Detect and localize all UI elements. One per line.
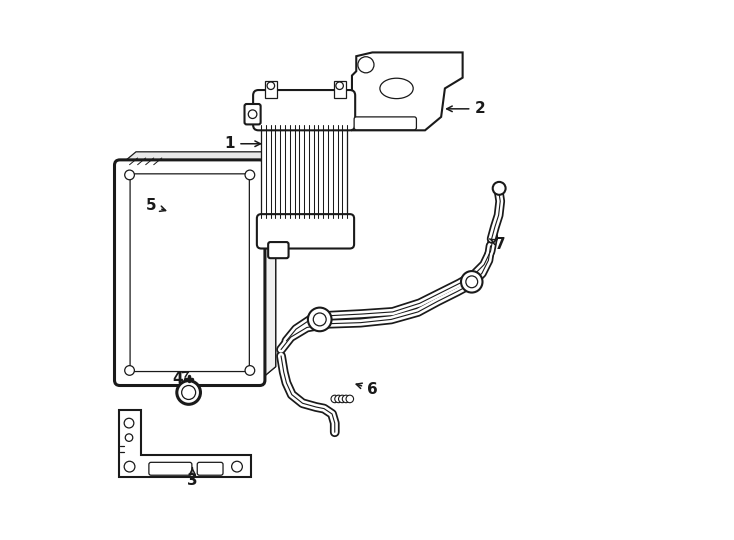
Circle shape [493,182,506,195]
Circle shape [177,381,200,404]
Circle shape [125,366,134,375]
Circle shape [124,461,135,472]
Circle shape [358,57,374,73]
Text: 4: 4 [172,371,189,386]
Polygon shape [120,152,276,165]
Circle shape [335,395,342,403]
Circle shape [313,313,326,326]
FancyBboxPatch shape [257,214,354,248]
FancyBboxPatch shape [253,90,355,130]
FancyBboxPatch shape [244,104,261,124]
Circle shape [245,170,255,180]
Circle shape [125,170,134,180]
Polygon shape [352,52,462,130]
Text: 2: 2 [447,102,485,116]
Polygon shape [260,152,276,380]
FancyBboxPatch shape [197,462,223,475]
Circle shape [248,110,257,118]
Text: 3: 3 [187,468,197,488]
Circle shape [267,82,275,90]
Circle shape [342,395,350,403]
Circle shape [338,395,346,403]
Bar [261,125,347,218]
Circle shape [461,271,482,293]
Circle shape [331,395,338,403]
Circle shape [232,461,242,472]
FancyBboxPatch shape [149,462,192,475]
Circle shape [124,418,134,428]
Polygon shape [119,410,252,477]
Text: 7: 7 [490,237,506,252]
Text: 1: 1 [225,136,261,151]
FancyBboxPatch shape [130,174,250,372]
Text: 6: 6 [356,382,378,397]
Circle shape [346,395,354,403]
FancyBboxPatch shape [354,117,416,130]
Bar [265,81,277,98]
Bar [334,81,346,98]
Circle shape [466,276,478,288]
Text: 5: 5 [146,198,166,213]
Circle shape [245,366,255,375]
Circle shape [126,434,133,441]
FancyBboxPatch shape [115,160,265,386]
Circle shape [308,308,332,331]
FancyBboxPatch shape [268,242,288,258]
Circle shape [181,386,196,400]
Circle shape [336,82,344,90]
